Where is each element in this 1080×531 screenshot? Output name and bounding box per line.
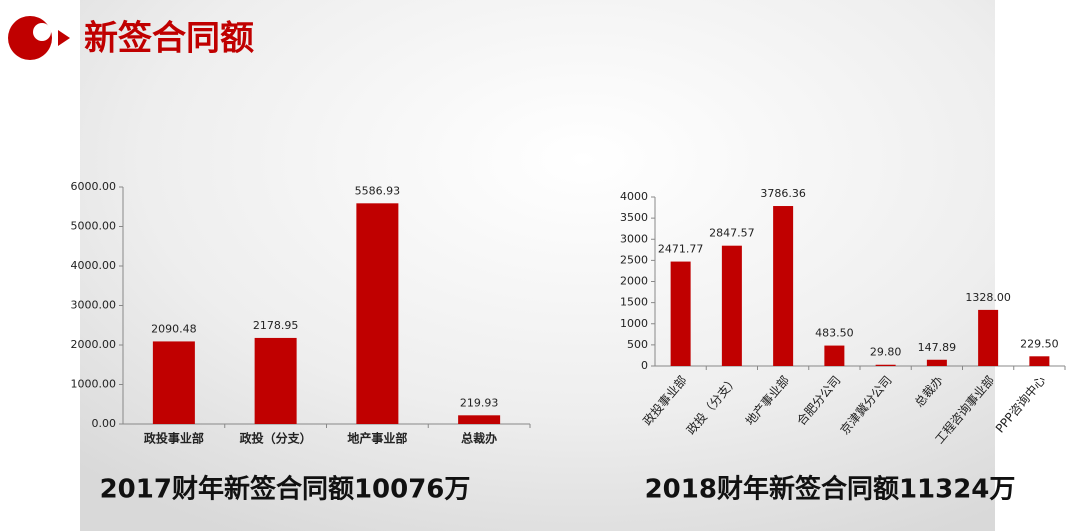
y-tick-label: 3000 xyxy=(620,232,648,245)
value-label: 29.80 xyxy=(870,346,902,359)
logo-dot xyxy=(33,23,51,41)
bar xyxy=(721,245,742,366)
y-tick-label: 1500 xyxy=(620,296,648,309)
y-tick-label: 3500 xyxy=(620,211,648,224)
bar xyxy=(670,261,691,366)
y-tick-label: 500 xyxy=(627,338,648,351)
value-label: 2090.48 xyxy=(151,322,197,335)
value-label: 1328.00 xyxy=(965,291,1011,304)
y-tick-label: 0.00 xyxy=(92,417,117,430)
y-tick-label: 4000.00 xyxy=(71,259,117,272)
background-panel xyxy=(80,0,995,531)
page-title: 新签合同额 xyxy=(84,19,254,59)
value-label: 229.50 xyxy=(1020,337,1059,350)
bar xyxy=(978,309,999,366)
y-tick-label: 6000.00 xyxy=(71,180,117,193)
y-tick-label: 1000 xyxy=(620,317,648,330)
value-label: 147.89 xyxy=(918,341,957,354)
bar xyxy=(356,203,399,424)
value-label: 2847.57 xyxy=(709,227,755,240)
bar xyxy=(824,345,845,366)
x-tick-label: 总裁办 xyxy=(461,431,497,446)
y-tick-label: 2000.00 xyxy=(71,338,117,351)
bar xyxy=(875,364,896,366)
y-tick-label: 4000 xyxy=(620,190,648,203)
logo-arrow xyxy=(58,30,70,46)
bar xyxy=(773,206,794,366)
x-tick-label: 政投（分支） xyxy=(240,431,312,446)
y-tick-label: 2000 xyxy=(620,275,648,288)
value-label: 3786.36 xyxy=(760,187,806,200)
chart-caption: 2018财年新签合同额11324万 xyxy=(645,474,1016,505)
value-label: 2471.77 xyxy=(658,243,704,256)
bar xyxy=(458,415,501,424)
bar xyxy=(926,359,947,366)
bar xyxy=(254,337,297,424)
x-tick-label: 政投事业部 xyxy=(144,431,204,446)
y-tick-label: 3000.00 xyxy=(71,299,117,312)
x-tick-label: 地产事业部 xyxy=(347,431,407,446)
bar xyxy=(1029,356,1050,366)
y-tick-label: 1000.00 xyxy=(71,378,117,391)
value-label: 5586.93 xyxy=(355,184,401,197)
chart-caption: 2017财年新签合同额10076万 xyxy=(100,474,471,505)
value-label: 483.50 xyxy=(815,327,854,340)
value-label: 2178.95 xyxy=(253,319,299,332)
y-tick-label: 0 xyxy=(641,359,648,372)
value-label: 219.93 xyxy=(460,396,499,409)
y-tick-label: 5000.00 xyxy=(71,220,117,233)
bar xyxy=(152,341,195,424)
y-tick-label: 2500 xyxy=(620,253,648,266)
